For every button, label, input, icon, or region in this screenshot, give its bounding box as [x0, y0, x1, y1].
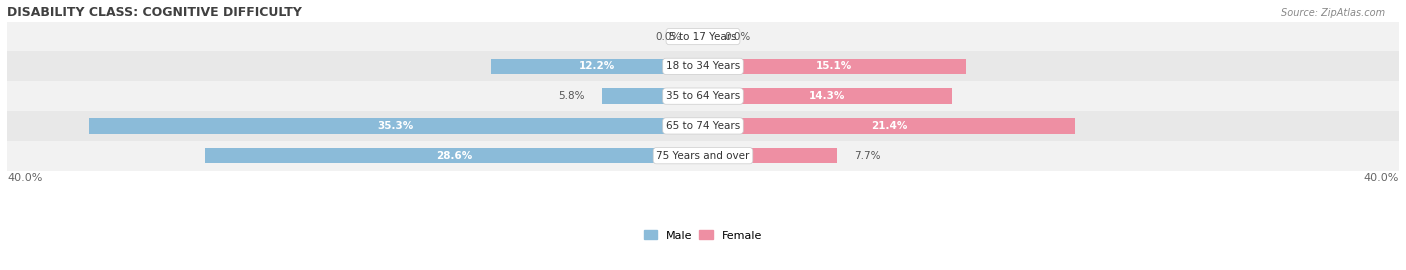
Text: 7.7%: 7.7%	[855, 151, 882, 161]
Text: Source: ZipAtlas.com: Source: ZipAtlas.com	[1281, 8, 1385, 18]
Text: DISABILITY CLASS: COGNITIVE DIFFICULTY: DISABILITY CLASS: COGNITIVE DIFFICULTY	[7, 6, 302, 19]
Bar	[491, 59, 703, 74]
Text: 18 to 34 Years: 18 to 34 Years	[666, 61, 740, 71]
Bar	[7, 81, 1399, 111]
Text: 12.2%: 12.2%	[579, 61, 614, 71]
Text: 40.0%: 40.0%	[7, 173, 42, 183]
Bar	[7, 141, 1399, 171]
Legend: Male, Female: Male, Female	[644, 230, 762, 241]
Text: 28.6%: 28.6%	[436, 151, 472, 161]
Text: 65 to 74 Years: 65 to 74 Years	[666, 121, 740, 131]
Bar	[89, 118, 703, 134]
Text: 35.3%: 35.3%	[378, 121, 413, 131]
Text: 0.0%: 0.0%	[655, 32, 682, 42]
Text: 0.0%: 0.0%	[724, 32, 751, 42]
Bar	[205, 148, 703, 163]
Text: 5 to 17 Years: 5 to 17 Years	[669, 32, 737, 42]
Bar	[7, 22, 1399, 52]
Bar	[7, 52, 1399, 81]
Bar	[703, 148, 837, 163]
Text: 15.1%: 15.1%	[817, 61, 852, 71]
Text: 75 Years and over: 75 Years and over	[657, 151, 749, 161]
Text: 40.0%: 40.0%	[1364, 173, 1399, 183]
Bar	[703, 88, 952, 104]
Text: 14.3%: 14.3%	[810, 91, 845, 101]
Bar	[7, 111, 1399, 141]
Bar	[602, 88, 703, 104]
Text: 35 to 64 Years: 35 to 64 Years	[666, 91, 740, 101]
Bar	[703, 118, 1076, 134]
Bar	[703, 29, 710, 44]
Bar	[703, 59, 966, 74]
Bar	[696, 29, 703, 44]
Text: 21.4%: 21.4%	[870, 121, 907, 131]
Text: 5.8%: 5.8%	[558, 91, 585, 101]
